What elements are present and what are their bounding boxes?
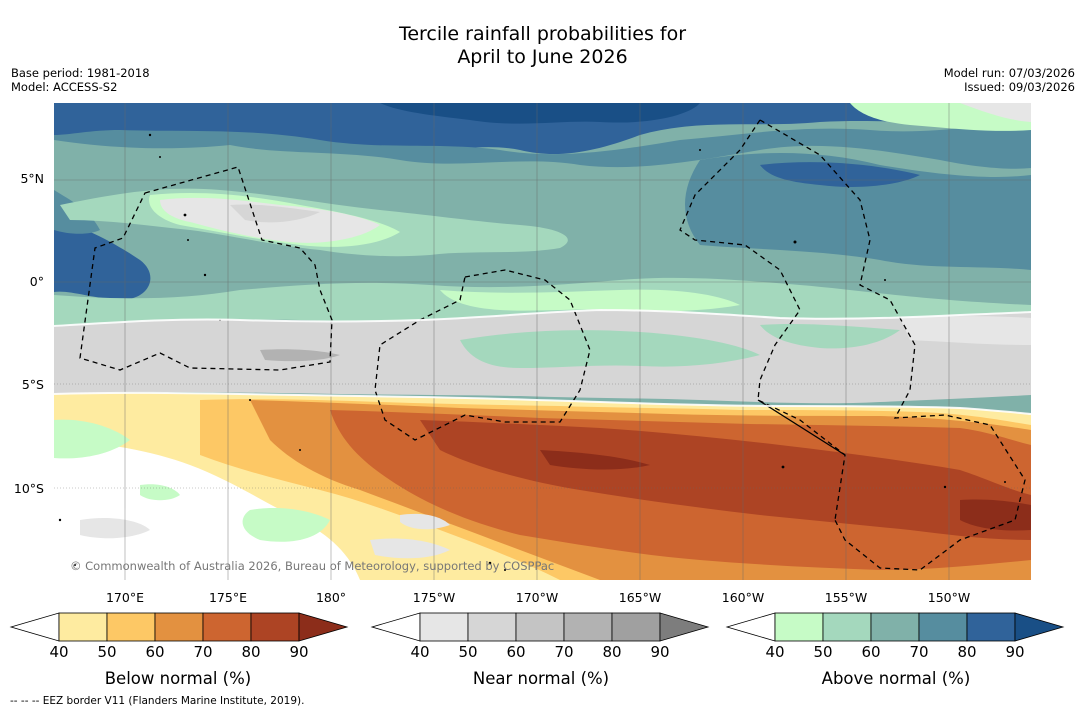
copyright-credit: © Commonwealth of Australia 2026, Bureau… xyxy=(70,559,555,573)
below-extend-low xyxy=(9,612,60,642)
map-title-line1: Tercile rainfall probabilities for xyxy=(398,23,687,45)
below-tick-40: 40 xyxy=(49,643,69,661)
above-tick-90: 90 xyxy=(1005,643,1025,661)
below-tick-60: 60 xyxy=(145,643,165,661)
below-segment-3 xyxy=(154,612,204,642)
eez-phoenix xyxy=(679,119,846,521)
colorbar-above-normal xyxy=(725,612,1065,642)
probability-field xyxy=(54,103,1031,580)
lon-label-170e: 170°E xyxy=(105,590,144,605)
above-segment-1 xyxy=(774,612,824,642)
eez-footnote: -- -- -- EEZ border V11 (Flanders Marine… xyxy=(10,695,305,707)
below-normal-title: Below normal (%) xyxy=(104,669,252,688)
lon-label-170w: 170°W xyxy=(515,590,559,605)
lon-label-165w: 165°W xyxy=(618,590,662,605)
lat-label-0: 0° xyxy=(29,274,44,289)
eez-borders xyxy=(79,119,1026,571)
base-period: Base period: 1981-2018 xyxy=(11,66,150,80)
lon-label-175w: 175°W xyxy=(412,590,456,605)
near-tick-70: 70 xyxy=(554,643,574,661)
graticule xyxy=(54,103,1031,580)
model-run-date: Model run: 07/03/2026 xyxy=(943,66,1075,80)
above-segment-4 xyxy=(918,612,968,642)
eez-kiribati-gilberts xyxy=(79,166,333,371)
below-tick-80: 80 xyxy=(241,643,261,661)
above-extend-low xyxy=(725,612,776,642)
model-name: Model: ACCESS-S2 xyxy=(11,80,118,94)
below-segment-5 xyxy=(250,612,300,642)
near-tick-80: 80 xyxy=(602,643,622,661)
issued-date: Issued: 09/03/2026 xyxy=(964,80,1075,94)
lon-label-155w: 155°W xyxy=(824,590,868,605)
below-tick-90: 90 xyxy=(289,643,309,661)
eez-tuvalu-tokelau xyxy=(374,269,591,441)
map-title-line2: April to June 2026 xyxy=(457,46,628,68)
above-tick-80: 80 xyxy=(957,643,977,661)
lat-label-5s: 5°S xyxy=(21,377,44,392)
below-segment-1 xyxy=(58,612,108,642)
lon-label-175e: 175°E xyxy=(208,590,247,605)
above-segment-5 xyxy=(966,612,1016,642)
near-tick-90: 90 xyxy=(650,643,670,661)
near-extend-low xyxy=(370,612,421,642)
below-segment-2 xyxy=(106,612,156,642)
above-tick-40: 40 xyxy=(765,643,785,661)
above-tick-60: 60 xyxy=(861,643,881,661)
above-tick-70: 70 xyxy=(909,643,929,661)
near-tick-50: 50 xyxy=(458,643,478,661)
lat-label-5n: 5°N xyxy=(20,171,44,186)
above-segment-3 xyxy=(870,612,920,642)
near-tick-40: 40 xyxy=(410,643,430,661)
lon-label-150w: 150°W xyxy=(927,590,971,605)
lon-label-160w: 160°W xyxy=(721,590,765,605)
above-tick-50: 50 xyxy=(813,643,833,661)
lon-label-180: 180° xyxy=(315,590,347,605)
above-normal-title: Above normal (%) xyxy=(821,669,971,688)
colorbar-near-normal xyxy=(370,612,710,642)
above-extend-high xyxy=(1014,612,1065,642)
above-segment-2 xyxy=(822,612,872,642)
below-tick-50: 50 xyxy=(97,643,117,661)
near-segment-3 xyxy=(515,612,565,642)
near-segment-5 xyxy=(611,612,661,642)
near-segment-4 xyxy=(563,612,613,642)
colorbar-below-normal xyxy=(9,612,349,642)
near-segment-1 xyxy=(419,612,469,642)
lat-label-10s: 10°S xyxy=(13,481,44,496)
near-normal-title: Near normal (%) xyxy=(472,669,610,688)
below-extend-high xyxy=(298,612,349,642)
near-segment-2 xyxy=(467,612,517,642)
contour-highlights xyxy=(54,308,1031,415)
below-segment-4 xyxy=(202,612,252,642)
near-extend-high xyxy=(659,612,710,642)
near-tick-60: 60 xyxy=(506,643,526,661)
eez-line-islands xyxy=(759,119,1026,571)
below-tick-70: 70 xyxy=(193,643,213,661)
